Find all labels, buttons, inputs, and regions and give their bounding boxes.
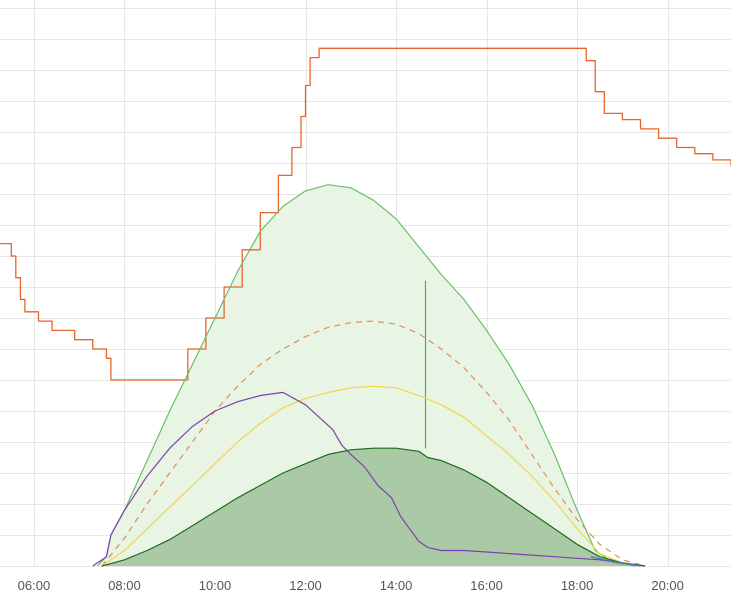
x-tick-label: 08:00 <box>108 578 141 593</box>
step_series-line <box>0 47 731 381</box>
x-axis-ticks: 06:00 08:00 10:00 12:00 14:00 16:00 18:00 20:00 <box>18 578 684 593</box>
green_upper-line <box>96 184 636 567</box>
green_upper-area <box>97 184 636 566</box>
x-tick-label: 20:00 <box>651 578 684 593</box>
x-tick-label: 18:00 <box>561 578 594 593</box>
purple-line <box>92 391 646 567</box>
x-tick-label: 06:00 <box>18 578 51 593</box>
dark_green-line <box>101 447 646 567</box>
x-tick-label: 16:00 <box>470 578 503 593</box>
blue_tail-line <box>590 556 641 567</box>
series-layer <box>0 47 731 567</box>
x-tick-label: 14:00 <box>380 578 413 593</box>
x-tick-label: 12:00 <box>289 578 322 593</box>
dark_green-area <box>101 448 646 566</box>
x-tick-label: 10:00 <box>199 578 232 593</box>
yellow-line <box>101 385 646 567</box>
